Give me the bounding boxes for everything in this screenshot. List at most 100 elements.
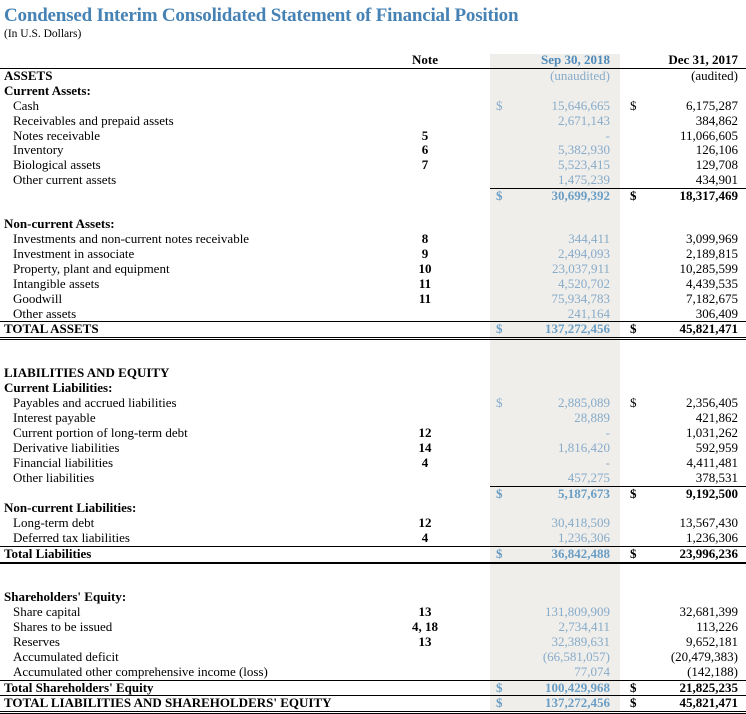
value-prior-period: 592,959 (695, 439, 738, 455)
value-prior-period: 18,317,469 (679, 188, 739, 204)
value-prior-period-cell: 32,681,399 (620, 604, 746, 620)
value-prior-period-cell: 592,959 (620, 439, 746, 456)
row-label: Inventory (13, 143, 64, 158)
table-row-total-liabilities-and-shareholders-equity: TOTAL LIABILITIES AND SHAREHOLDERS' EQUI… (0, 695, 746, 714)
row-label: Accumulated deficit (13, 649, 119, 664)
note-reference: 13 (418, 633, 432, 649)
value-current-period: 100,429,968 (545, 679, 610, 695)
value-prior-period: 421,862 (695, 410, 738, 426)
value-current-period: 23,037,911 (551, 260, 610, 276)
value-prior-period: 9,192,500 (686, 485, 738, 501)
value-current-period-cell: 344,411 (490, 231, 620, 247)
value-current-period: 5,382,930 (558, 142, 610, 158)
row-label: Non-current Assets: (4, 217, 115, 232)
table-row-property-plant-and-equipment: Property, plant and equipment 10 23,037,91… (0, 260, 746, 277)
row-label: Deferred tax liabilities (13, 531, 130, 546)
value-prior-period-cell: $45,821,471 (620, 322, 746, 337)
value-current-period-cell: $36,842,488 (490, 546, 620, 562)
value-prior-period: 2,356,405 (686, 395, 738, 411)
table-body: ASSETS (unaudited) (audited) Current Assets… (0, 67, 746, 714)
value-current-period-cell: 75,934,783 (490, 291, 620, 307)
value-current-period: 1,816,420 (558, 439, 610, 455)
value-prior-period-cell: 129,708 (620, 157, 746, 173)
dollar-sign: $ (496, 695, 503, 711)
row-label: Goodwill (13, 291, 63, 306)
value-prior-period-cell: 3,099,969 (620, 231, 746, 247)
table-row-reserves: Reserves 13 32,389,631 9,652,181 (0, 633, 746, 650)
row-label: ASSETS (4, 68, 53, 83)
table-row-goodwill: Goodwill 11 75,934,783 7,182,675 (0, 290, 746, 307)
value-prior-period: 384,862 (695, 112, 738, 128)
row-label: Property, plant and equipment (13, 261, 170, 276)
row-label: Current Assets: (4, 83, 91, 98)
table-row-accumulated-deficit: Accumulated deficit (66,581,057) (20,479,3… (0, 648, 746, 665)
value-current-period: 30,699,392 (551, 188, 611, 204)
table-row-total-assets: TOTAL ASSETS $137,272,456 $45,821,471 (0, 321, 746, 341)
note-reference: 12 (418, 515, 432, 531)
value-current-period-cell: (unaudited) (490, 67, 620, 84)
note-reference: 4 (421, 454, 429, 470)
value-prior-period: 2,189,815 (686, 245, 738, 261)
value-current-period: (66,581,057) (542, 648, 610, 664)
value-current-period-cell: - (490, 455, 620, 471)
header-prior-period: Dec 31, 2017 (668, 52, 738, 67)
value-prior-period-cell: 378,531 (620, 470, 746, 486)
note-reference: 4, 18 (412, 618, 438, 634)
table-row-blank (0, 564, 746, 577)
table-row-current-assets: Current Assets: (0, 84, 746, 99)
row-label: Other liabilities (13, 470, 95, 485)
table-row-financial-liabilities: Financial liabilities 4 - 4,411,481 (0, 454, 746, 471)
table-row-interest-payable: Interest payable 28,889 421,862 (0, 410, 746, 426)
row-label: Intangible assets (13, 276, 100, 291)
value-prior-period-cell: 2,189,815 (620, 245, 746, 262)
value-prior-period-cell: (audited) (620, 68, 746, 84)
value-current-period: 30,418,509 (551, 515, 611, 531)
table-row-investment-in-associate: Investment in associate 9 2,494,093 2,189,8… (0, 245, 746, 262)
row-label: Biological assets (13, 158, 101, 173)
value-prior-period-cell: 434,901 (620, 172, 746, 188)
statement-title: Condensed Interim Consolidated Statement… (4, 5, 519, 26)
value-prior-period-cell: 11,066,605 (620, 128, 746, 144)
row-label: LIABILITIES AND EQUITY (4, 366, 170, 381)
dollar-sign: $ (496, 546, 503, 562)
value-current-period: 15,646,665 (551, 97, 611, 113)
row-label: Total Liabilities (4, 547, 92, 562)
value-current-period-cell: 457,275 (490, 470, 620, 486)
value-current-period-cell: - (490, 425, 620, 441)
statement-subtitle: (In U.S. Dollars) (4, 28, 82, 40)
value-prior-period-cell: $9,192,500 (620, 485, 746, 502)
note-reference: 12 (418, 424, 432, 440)
table-row-other-current-assets: Other current assets 1,475,239 434,901 (0, 172, 746, 188)
value-current-period: 2,671,143 (558, 112, 610, 128)
table-row-accumulated-other-comprehensive-income-loss: Accumulated other comprehensive income (… (0, 664, 746, 680)
row-label: Financial liabilities (13, 455, 114, 470)
value-current-period-cell: $15,646,665 (490, 97, 620, 114)
value-current-period: (unaudited) (550, 67, 610, 83)
row-label: Accumulated other comprehensive income (… (13, 664, 268, 679)
dollar-sign: $ (630, 695, 637, 711)
value-current-period-cell: 1,475,239 (490, 172, 620, 188)
value-prior-period: 9,652,181 (686, 633, 738, 649)
value-current-period: 4,520,702 (558, 275, 610, 291)
row-label: Investment in associate (13, 246, 135, 261)
value-current-period: 1,236,306 (558, 530, 610, 546)
note-reference: 5 (421, 127, 429, 143)
note-reference: 11 (418, 290, 432, 306)
value-prior-period: 13,567,430 (679, 515, 739, 531)
table-row-cash: Cash $15,646,665 $6,175,287 (0, 97, 746, 114)
dollar-sign: $ (496, 395, 503, 411)
value-current-period-cell: $5,187,673 (490, 485, 620, 502)
value-current-period-cell: 2,494,093 (490, 246, 620, 262)
value-prior-period: 10,285,599 (679, 260, 739, 276)
table-row-long-term-debt: Long-term debt 12 30,418,509 13,567,430 (0, 515, 746, 531)
row-label: Cash (13, 98, 39, 113)
value-prior-period: 32,681,399 (679, 604, 739, 619)
dollar-sign: $ (630, 188, 637, 204)
table-row-liabilities-and-equity: LIABILITIES AND EQUITY (0, 366, 746, 381)
value-prior-period: 23,996,236 (679, 546, 739, 562)
value-current-period-cell: 241,164 (490, 306, 620, 322)
value-current-period-cell: 1,816,420 (490, 439, 620, 456)
row-label: Other current assets (13, 173, 117, 188)
value-current-period-cell: 2,734,411 (490, 619, 620, 635)
note-reference: 8 (421, 230, 429, 246)
